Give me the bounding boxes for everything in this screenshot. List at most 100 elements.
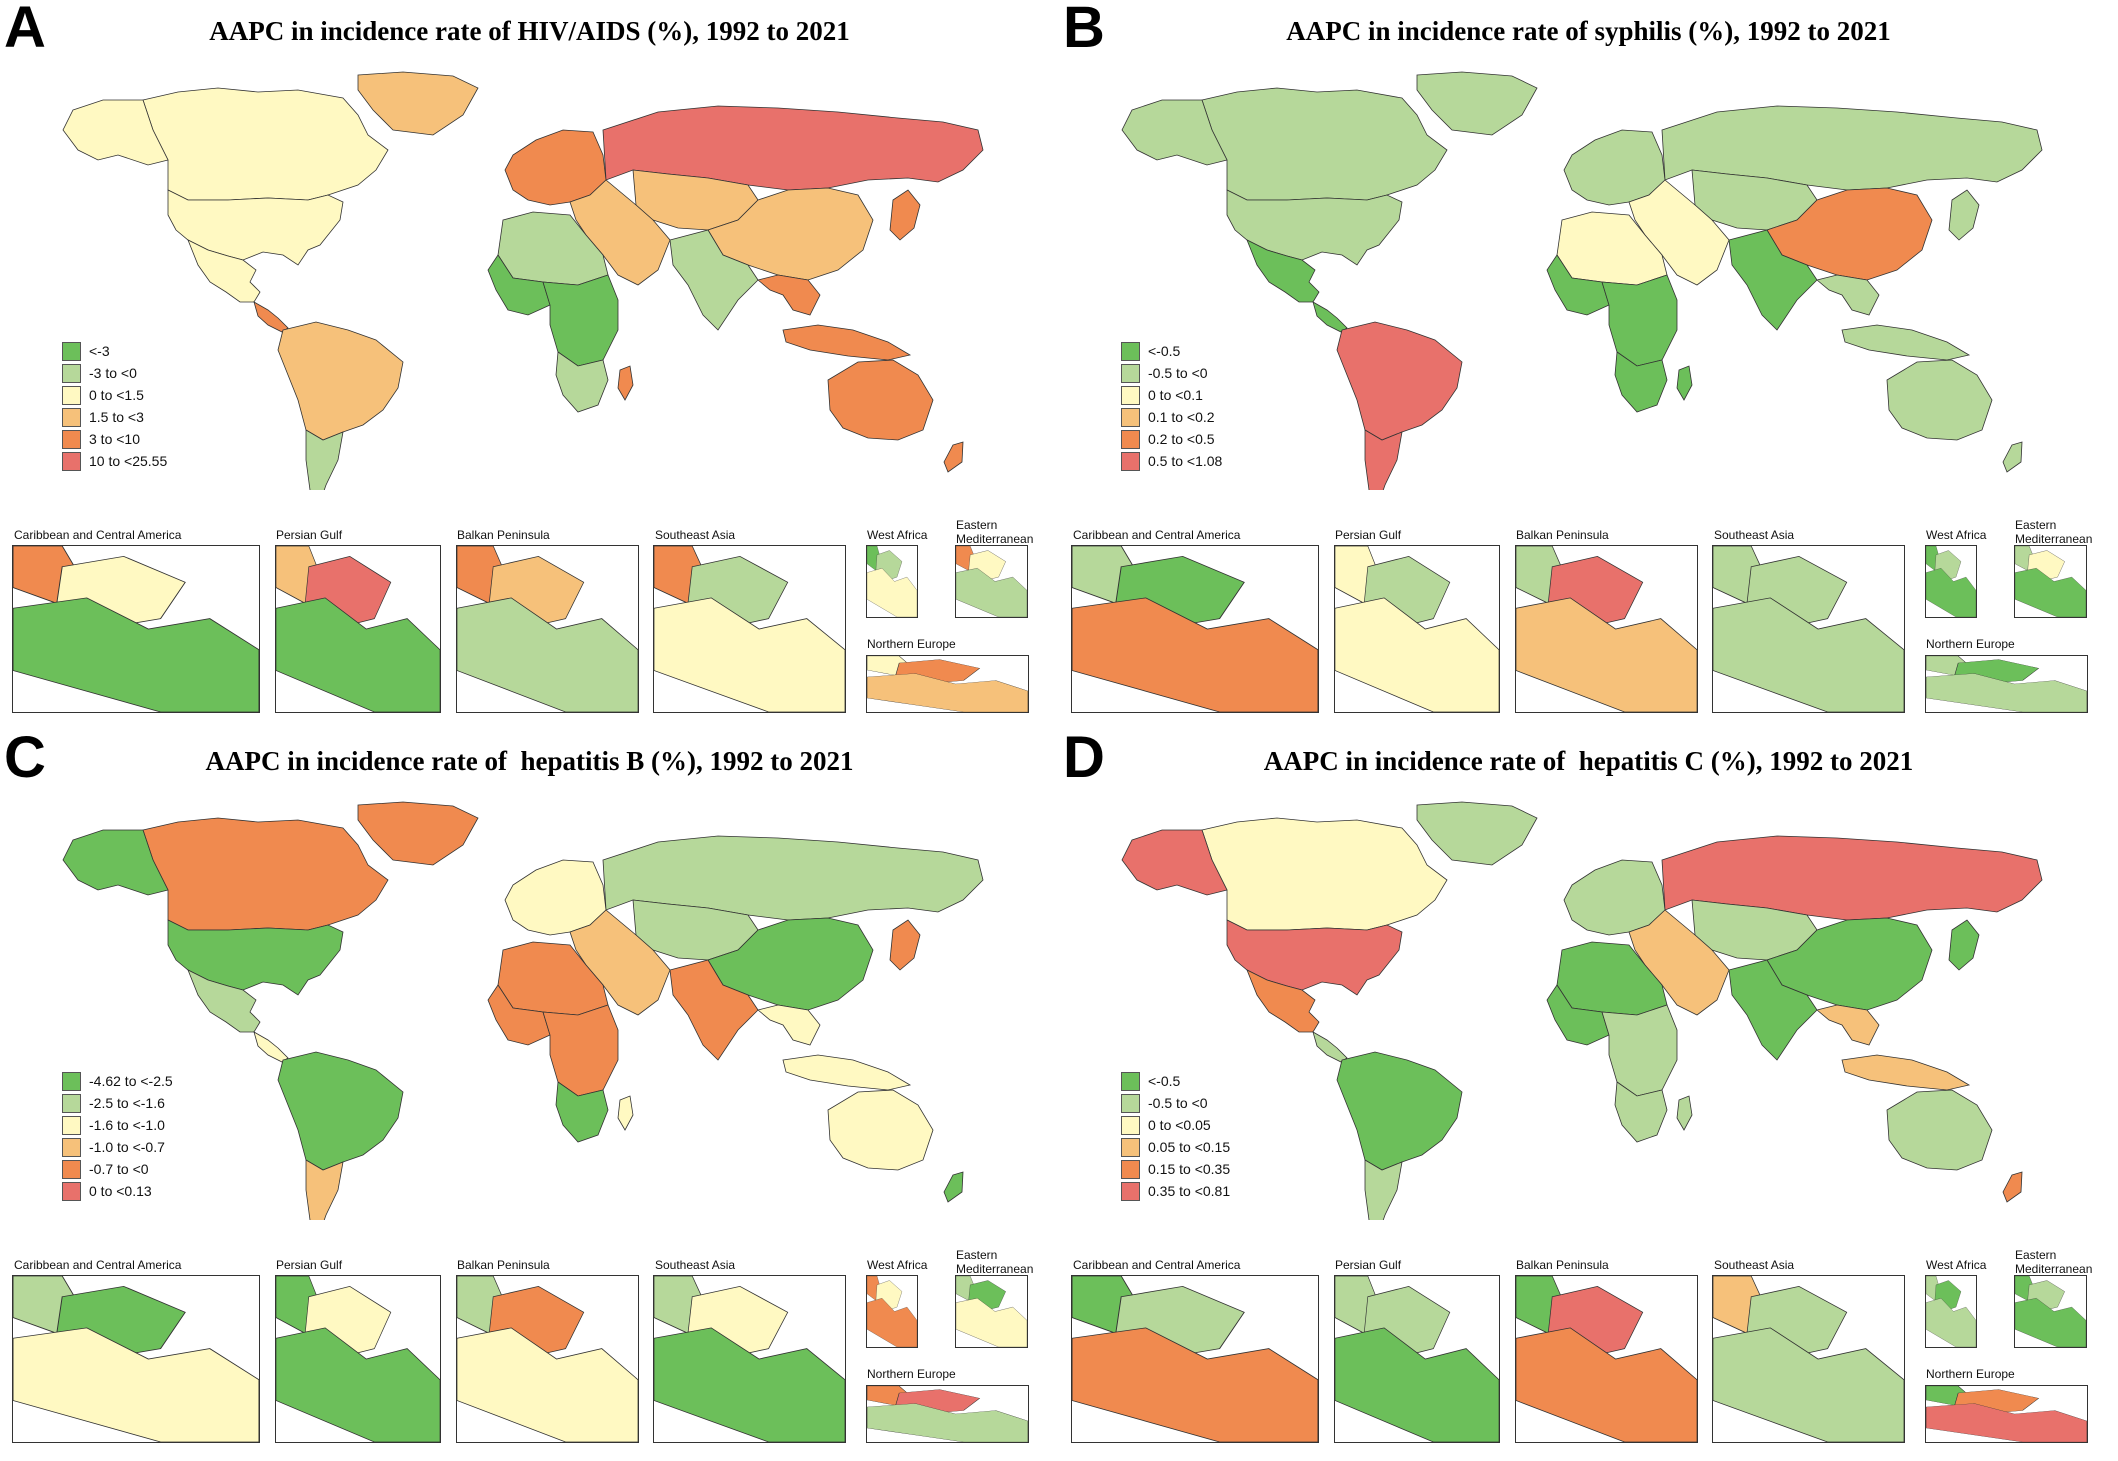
region-south-america [277,1051,404,1171]
region-mexico [187,239,261,303]
region-central-africa [1601,1004,1678,1097]
region-se-asia [1816,1004,1880,1046]
inset-map [456,545,639,713]
region-west-africa [487,254,551,316]
panel-letter: C [4,725,46,790]
inset-region [956,568,1027,617]
legend-swatch [1121,407,1140,427]
legend-label: -0.5 to <0 [1148,365,1208,381]
legend-swatch [1121,1159,1140,1179]
region-south-america [1336,321,1463,441]
inset-region [867,673,1028,712]
inset-region [956,1298,1027,1347]
region-madagascar [1676,365,1693,401]
legend-label: 0 to <0.13 [89,1183,152,1199]
inset-map [1712,545,1905,713]
legend-swatch [62,1115,81,1135]
region-australia [827,1089,934,1171]
inset-region [1072,1327,1318,1442]
legend-label: <-0.5 [1148,1073,1181,1089]
inset-region [2015,568,2086,617]
inset-label: Balkan Peninsula [1516,528,1609,542]
inset-label: Eastern Mediterranean [956,1248,1034,1276]
legend-item: 1.5 to <3 [62,406,167,428]
inset-label: Southeast Asia [1714,1258,1795,1272]
inset-region [867,1403,1028,1442]
inset-map [1334,1275,1500,1443]
legend-label: 0.1 to <0.2 [1148,409,1215,425]
inset-map [866,1385,1029,1443]
legend-swatch [1121,1071,1140,1091]
inset-label: Caribbean and Central America [1073,1258,1241,1272]
legend-item: <-0.5 [1121,340,1222,362]
world-map [58,800,988,1240]
legend-label: -2.5 to <-1.6 [89,1095,165,1111]
inset-label: Balkan Peninsula [457,1258,550,1272]
inset-label: Southeast Asia [655,1258,736,1272]
legend-item: 0 to <0.13 [62,1180,173,1202]
map-legend: <-0.5 -0.5 to <0 0 to <0.1 0.1 to <0.2 0.2 t… [1121,340,1222,472]
region-japan [1948,189,1980,241]
inset-map [866,545,918,618]
region-japan [889,189,921,241]
region-central-africa [542,274,619,367]
map-legend: <-0.5 -0.5 to <0 0 to <0.05 0.05 to <0.15 0.… [1121,1070,1230,1202]
region-mexico [1246,239,1320,303]
region-se-asia [757,274,821,316]
inset-region [276,597,440,712]
legend-swatch [62,1071,81,1091]
legend-item: -2.5 to <-1.6 [62,1092,173,1114]
region-south-asia [669,229,759,331]
region-indonesia [782,1054,912,1091]
legend-label: 0 to <0.1 [1148,387,1203,403]
legend-label: 0.05 to <0.15 [1148,1139,1231,1155]
inset-map [955,545,1028,618]
region-indonesia [1841,324,1971,361]
inset-label: Persian Gulf [276,528,343,542]
region-greenland [1416,71,1538,136]
legend-item: 0.15 to <0.35 [1121,1158,1230,1180]
region-greenland [357,801,479,866]
region-alaska [1121,99,1228,166]
legend-label: 0.15 to <0.35 [1148,1161,1231,1177]
inset-label: Caribbean and Central America [14,528,182,542]
region-central-america [253,1031,289,1063]
inset-region [2015,1298,2086,1347]
region-south-asia [669,959,759,1061]
panel-b: B AAPC in incidence rate of syphilis (%)… [1059,0,2118,730]
region-west-africa [1546,984,1610,1046]
region-madagascar [617,365,634,401]
legend-swatch [1121,451,1140,471]
inset-region [1713,1327,1904,1442]
region-indonesia [1841,1054,1971,1091]
world-map [58,70,988,510]
legend-swatch [1121,1181,1140,1201]
legend-item: <-0.5 [1121,1070,1230,1092]
inset-region [276,1327,440,1442]
panel-title: AAPC in incidence rate of hepatitis B (%… [205,746,854,776]
region-central-america [1312,301,1348,333]
inset-label: Caribbean and Central America [14,1258,182,1272]
inset-label: Eastern Mediterranean [2015,1248,2093,1276]
legend-label: 0 to <1.5 [89,387,144,403]
legend-swatch [62,451,81,471]
inset-region [13,1327,259,1442]
legend-swatch [1121,1093,1140,1113]
inset-label: West Africa [867,1258,928,1272]
region-south-america [1336,1051,1463,1171]
region-central-america [253,301,289,333]
world-map-svg [1121,71,2043,510]
legend-label: 3 to <10 [89,431,140,447]
inset-map [275,545,441,713]
inset-label: Balkan Peninsula [457,528,550,542]
inset-label: Persian Gulf [1335,1258,1402,1272]
legend-swatch [62,1159,81,1179]
region-se-asia [1816,274,1880,316]
region-china [1766,187,1933,281]
world-map [1117,70,2047,510]
legend-swatch [62,1093,81,1113]
legend-label: -0.7 to <0 [89,1161,149,1177]
legend-swatch [1121,429,1140,449]
map-legend: <-3 -3 to <0 0 to <1.5 1.5 to <3 3 to <10 10 … [62,340,167,472]
inset-map [1071,1275,1319,1443]
